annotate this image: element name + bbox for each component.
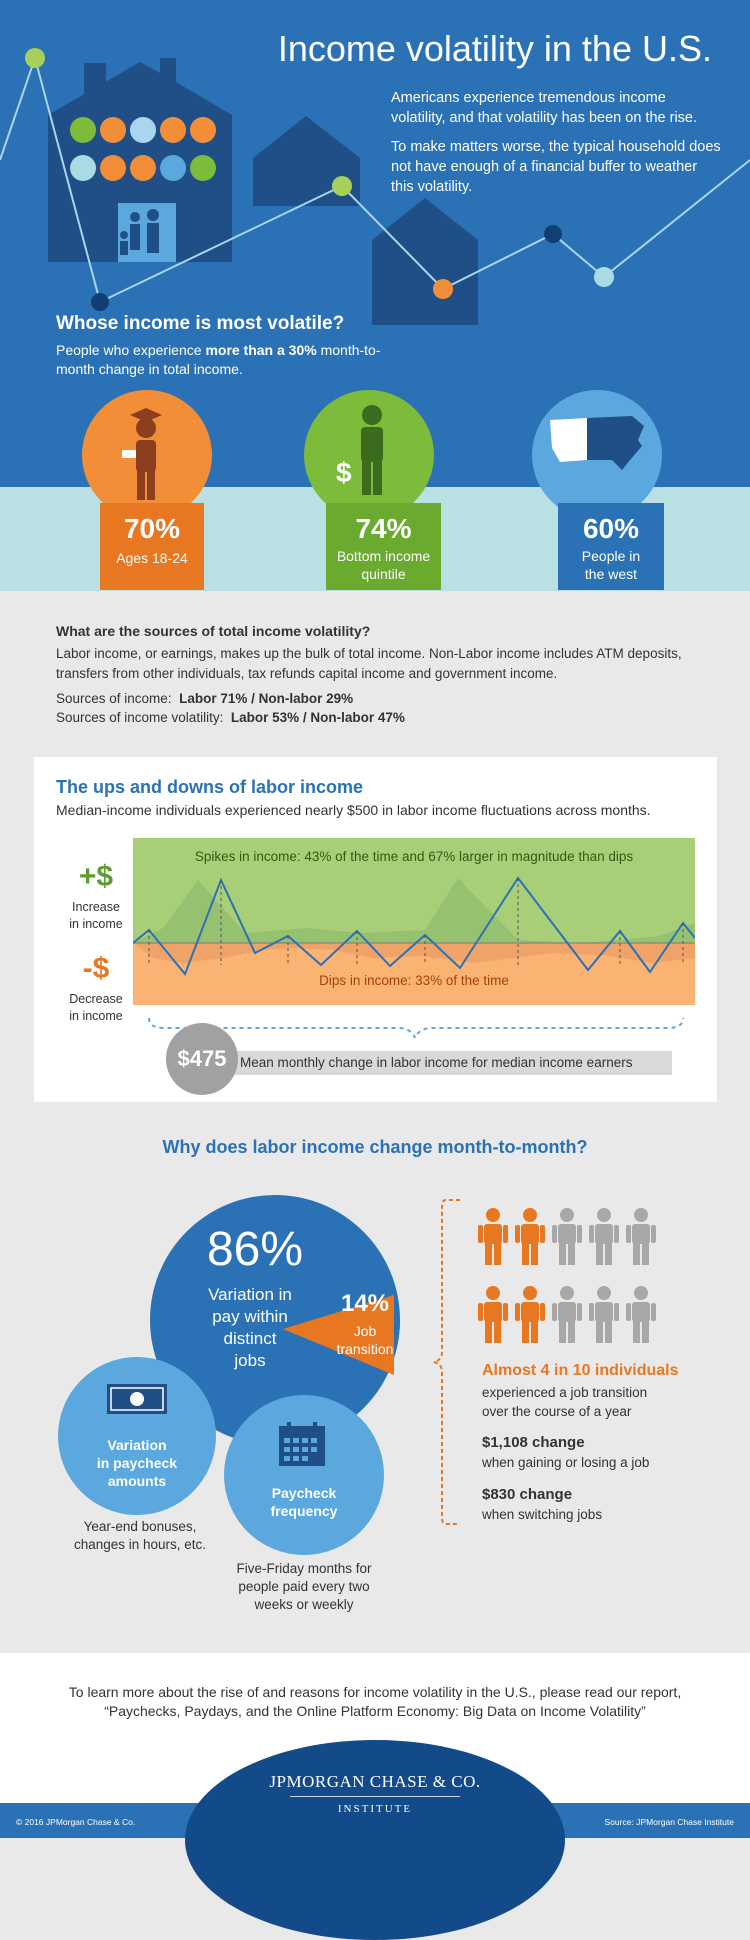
people-grid	[478, 1208, 656, 1343]
bracket-line	[433, 1199, 460, 1525]
page-title: Income volatility in the U.S.	[277, 28, 712, 69]
cash-icon	[107, 1384, 167, 1414]
increase-label-1: Increase	[72, 900, 120, 914]
hero-illustration	[0, 48, 750, 325]
job-pie-chart	[150, 1195, 400, 1445]
person-icon-orange	[515, 1208, 545, 1265]
company-logo: JPMORGAN CHASE & CO.	[269, 1772, 481, 1791]
main-label: Variation in pay within distinct jobs	[208, 1285, 292, 1370]
us-map-icon	[550, 416, 644, 470]
svg-text:$: $	[336, 457, 352, 488]
stat-label-income-1: Bottom income	[336, 548, 431, 564]
graduate-icon	[122, 408, 162, 500]
paycheck-amount-circle	[58, 1357, 216, 1515]
person-icon-gray	[589, 1208, 619, 1265]
pie-slice-job-transition	[283, 1295, 394, 1375]
sources-income-line: Sources of income: Labor 71% / Non-labor…	[56, 691, 354, 706]
person-icon-gray	[626, 1286, 656, 1343]
report-link[interactable]: “Paychecks, Paydays, and the Online Plat…	[104, 1703, 646, 1719]
person-dollar-icon: $	[336, 405, 383, 495]
small-house-icon	[372, 198, 478, 325]
hero-paragraph-2: To make matters worse, the typical house…	[391, 139, 721, 195]
stat-label-income-2: quintile	[361, 566, 406, 582]
stat-circle-west	[532, 390, 662, 520]
person-icon-orange	[515, 1286, 545, 1343]
stat-box-west: 60% People in the west	[558, 503, 664, 590]
paycheck-frequency-circle	[224, 1395, 384, 1555]
labor-subtitle: Median-income individuals experienced ne…	[56, 802, 651, 818]
volatile-subtitle: People who experience more than a 30% mo…	[56, 342, 381, 377]
stat-box-age: 70% Ages 18-24	[100, 503, 204, 590]
stat-box-income: 74% Bottom income quintile	[326, 503, 441, 590]
company-logo-sub: INSTITUTE	[337, 1803, 413, 1815]
footer-text: To learn more about the rise of and reas…	[40, 1683, 710, 1721]
labor-wave-diagram	[133, 838, 695, 1038]
logo-divider	[290, 1796, 460, 1797]
increase-sign: +$	[78, 860, 114, 893]
main-percent: 86%	[206, 1223, 304, 1276]
job-label: Job transition	[336, 1323, 394, 1357]
decrease-label-2: in income	[69, 1009, 123, 1023]
decrease-label-1: Decrease	[69, 992, 123, 1006]
change-2-label: when switching jobs	[482, 1507, 603, 1522]
why-title: Why does labor income change month-to-mo…	[162, 1137, 588, 1157]
stat-label-age: Ages 18-24	[116, 550, 188, 566]
copyright: © 2016 JPMorgan Chase & Co.	[16, 1817, 136, 1827]
highlight-subtitle: experienced a job transition over the cou…	[482, 1385, 648, 1419]
person-icon-gray	[626, 1208, 656, 1265]
stat-circle-age	[82, 390, 212, 520]
change-2-value: $830 change	[482, 1486, 573, 1503]
stat-label-west-2: the west	[584, 566, 638, 582]
income-line	[133, 876, 695, 976]
increase-label-2: in income	[69, 917, 123, 931]
person-icon-orange	[478, 1286, 508, 1343]
stat-value-income: 74%	[355, 513, 412, 544]
sources-title: What are the sources of total income vol…	[56, 623, 371, 639]
mean-change-value: $475	[166, 1023, 238, 1095]
spikes-label: Spikes in income: 43% of the time and 67…	[194, 849, 634, 864]
paycheck-amount-note: Year-end bonuses, changes in hours, etc.	[73, 1519, 207, 1552]
paycheck-frequency-label: Paycheck frequency	[270, 1485, 338, 1519]
mean-change-label: Mean monthly change in labor income for …	[240, 1055, 633, 1070]
sources-volatility-line: Sources of income volatility: Labor 53% …	[56, 710, 405, 725]
person-icon-gray	[589, 1286, 619, 1343]
person-icon-gray	[552, 1208, 582, 1265]
sources-body: Labor income, or earnings, makes up the …	[56, 646, 682, 681]
highlight-title: Almost 4 in 10 individuals	[482, 1362, 679, 1379]
change-1-label: when gaining or losing a job	[482, 1455, 650, 1470]
hero-paragraph-1: Americans experience tremendous income v…	[391, 90, 698, 126]
footer-logo-arc	[185, 1740, 565, 1940]
paycheck-amount-label: Variation in paycheck amounts	[96, 1437, 178, 1489]
stat-label-west-1: People in	[581, 548, 641, 564]
dips-label: Dips in income: 33% of the time	[319, 973, 509, 988]
person-icon-gray	[552, 1286, 582, 1343]
decrease-sign: -$	[82, 952, 110, 985]
job-percent: 14%	[340, 1290, 390, 1317]
mean-change-bar	[218, 1051, 672, 1075]
paycheck-frequency-note: Five-Friday months for people paid every …	[236, 1561, 372, 1612]
stat-value-west: 60%	[582, 513, 640, 544]
stat-value-age: 70%	[123, 513, 181, 544]
source-note: Source: JPMorgan Chase Institute	[604, 1817, 734, 1827]
volatile-title: Whose income is most volatile?	[56, 313, 345, 334]
calendar-icon	[279, 1422, 325, 1466]
labor-title: The ups and downs of labor income	[56, 777, 364, 797]
change-1-value: $1,108 change	[482, 1434, 585, 1451]
person-icon-orange	[478, 1208, 508, 1265]
stat-circle-income: $	[304, 390, 434, 520]
